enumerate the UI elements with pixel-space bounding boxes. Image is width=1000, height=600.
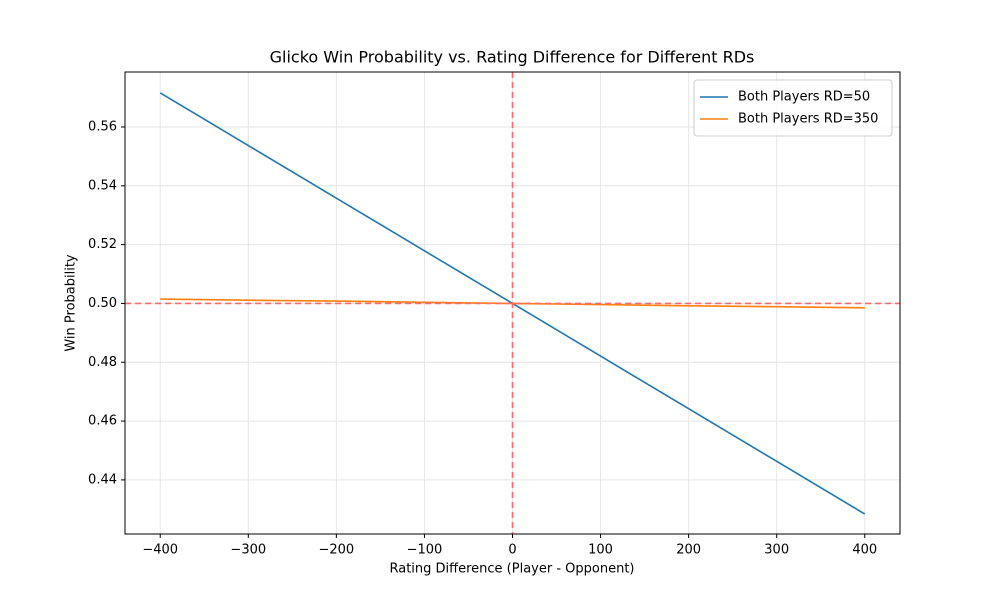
x-tick-label: 400 (852, 543, 877, 558)
y-tick-label: 0.54 (88, 178, 117, 193)
y-tick-label: 0.52 (88, 237, 117, 252)
x-tick-label: 100 (588, 543, 613, 558)
legend-box (693, 79, 893, 137)
y-tick-label: 0.46 (88, 414, 117, 429)
x-tick-label: 300 (764, 543, 789, 558)
y-axis-label: Win Probability (64, 254, 79, 352)
y-tick-label: 0.50 (88, 296, 117, 311)
chart-title: Glicko Win Probability vs. Rating Differ… (270, 48, 755, 67)
x-tick-label: −300 (230, 543, 266, 558)
y-tick-label: 0.44 (88, 472, 117, 487)
x-tick-label: −100 (407, 543, 443, 558)
x-tick-label: −200 (319, 543, 355, 558)
x-tick-label: −400 (142, 543, 178, 558)
legend-label: Both Players RD=50 (738, 90, 870, 105)
y-tick-label: 0.56 (88, 119, 117, 134)
y-tick-label: 0.48 (88, 355, 117, 370)
x-tick-label: 0 (508, 543, 516, 558)
plot-frame (124, 71, 901, 535)
x-tick-label: 200 (676, 543, 701, 558)
x-axis-label: Rating Difference (Player - Opponent) (389, 562, 634, 577)
legend-label: Both Players RD=350 (738, 112, 878, 127)
